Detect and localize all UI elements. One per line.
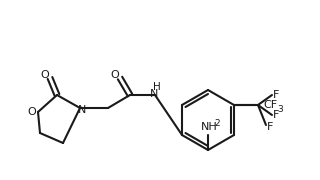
Text: O: O: [41, 70, 49, 80]
Text: 2: 2: [214, 118, 220, 127]
Text: H: H: [153, 82, 161, 92]
Text: F: F: [273, 90, 279, 100]
Text: 3: 3: [277, 105, 283, 114]
Text: N: N: [150, 89, 158, 99]
Text: NH: NH: [201, 122, 217, 132]
Text: O: O: [111, 70, 119, 80]
Text: F: F: [273, 110, 279, 120]
Text: CF: CF: [263, 100, 277, 110]
Text: N: N: [78, 105, 86, 115]
Text: O: O: [28, 107, 36, 117]
Text: F: F: [267, 122, 273, 132]
